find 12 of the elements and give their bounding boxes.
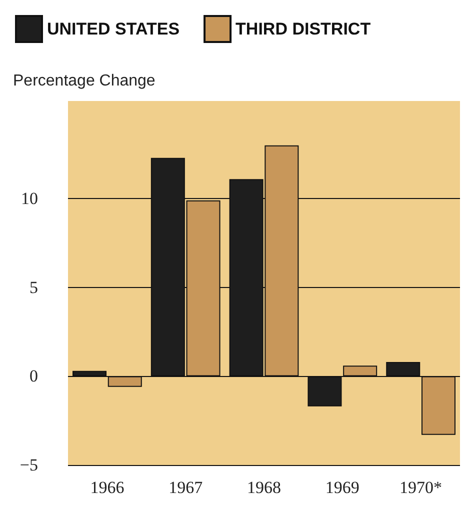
- y-tick-label: 10: [21, 189, 38, 208]
- y-tick-label: 5: [30, 278, 38, 297]
- x-tick-label: 1968: [247, 478, 281, 497]
- x-tick-label: 1969: [325, 478, 360, 497]
- y-tick-label: −5: [20, 456, 38, 474]
- y-axis-title: Percentage Change: [13, 72, 156, 90]
- x-tick-label: 1966: [90, 478, 124, 497]
- legend-label: THIRD DISTRICT: [236, 20, 372, 38]
- x-tick-label: 1970*: [400, 478, 442, 497]
- y-tick-label: 0: [30, 366, 38, 386]
- x-tick-label: 1967: [168, 478, 204, 497]
- legend-label: UNITED STATES: [47, 20, 180, 38]
